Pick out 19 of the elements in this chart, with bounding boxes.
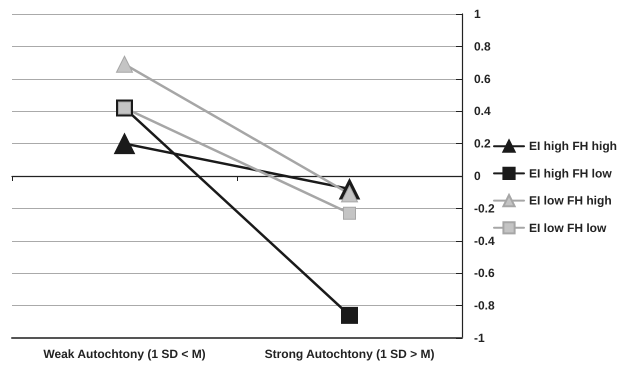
y-tick-label: -0.4 (474, 234, 496, 248)
point (343, 206, 356, 220)
legend-label: EI high FH high (529, 139, 617, 154)
legend-label: EI low FH low (529, 220, 608, 235)
y-tick-label: 0 (474, 169, 481, 183)
y-tick-label: 0.6 (474, 72, 492, 86)
y-tick-label: 0.4 (474, 104, 492, 118)
y-tick-label: 0.2 (474, 136, 492, 151)
y-tick-label: -0.8 (474, 298, 496, 313)
y-tick-label: -0.6 (474, 266, 496, 280)
x-tick-label: Strong Autochtony (1 SD > M) (264, 347, 434, 361)
y-tick-label: 1 (474, 7, 481, 21)
x-tick-label: Weak Autochtony (1 SD < M) (43, 347, 206, 361)
y-tick-label: -1 (474, 331, 485, 345)
legend-label: EI high FH low (529, 166, 612, 180)
legend-label: EI low FH high (529, 194, 612, 208)
point (341, 306, 358, 324)
y-tick-label: 0.8 (474, 39, 492, 54)
y-tick-label: -0.2 (474, 201, 496, 216)
